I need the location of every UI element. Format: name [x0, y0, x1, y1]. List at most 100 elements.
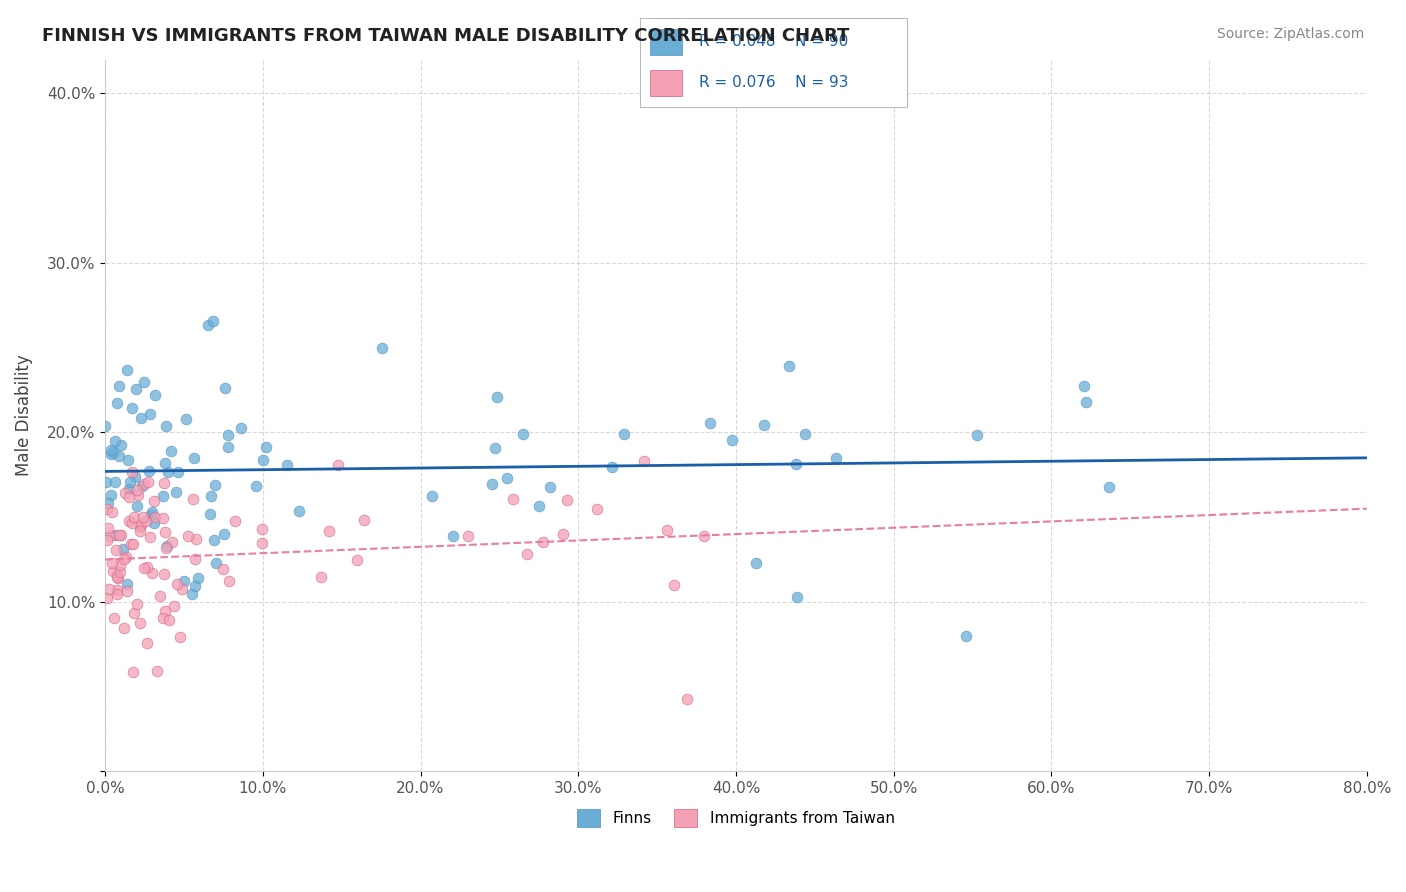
Point [139, 508, 162, 522]
Point [217, 440, 239, 454]
Point [101, 556, 124, 570]
Point [183, 450, 205, 465]
Point [105, 528, 128, 542]
Point [96, 475, 118, 489]
Point [600, 459, 623, 474]
Point [121, 516, 143, 530]
Point [97, 495, 120, 509]
Point [127, 488, 149, 502]
Point [197, 318, 219, 332]
Point [98, 529, 121, 543]
Point [104, 543, 127, 558]
Point [131, 479, 153, 493]
Point [512, 426, 534, 441]
Point [551, 527, 574, 541]
Point [752, 418, 775, 433]
Point [527, 499, 550, 513]
Point [138, 464, 160, 478]
Point [153, 475, 176, 490]
Text: FINNISH VS IMMIGRANTS FROM TAIWAN MALE DISABILITY CORRELATION CHART: FINNISH VS IMMIGRANTS FROM TAIWAN MALE D… [42, 27, 849, 45]
Point [104, 475, 127, 489]
Point [110, 438, 132, 452]
Point [229, 420, 252, 434]
Point [105, 587, 128, 601]
Point [110, 528, 132, 542]
Point [125, 500, 148, 514]
Point [245, 478, 267, 492]
Point [141, 505, 163, 519]
Point [693, 528, 716, 542]
Point [120, 537, 142, 551]
Point [108, 379, 131, 393]
Point [146, 665, 169, 679]
Point [108, 449, 131, 463]
Point [149, 590, 172, 604]
Point [152, 510, 174, 524]
Point [107, 582, 129, 597]
Point [157, 613, 180, 627]
Point [699, 416, 721, 430]
Point [187, 571, 209, 585]
Point [132, 561, 155, 575]
Point [152, 610, 174, 624]
Point [160, 535, 183, 549]
Point [143, 509, 166, 524]
Point [214, 381, 236, 395]
Point [129, 524, 152, 538]
Text: R = 0.048    N = 90: R = 0.048 N = 90 [699, 35, 848, 49]
Point [97, 582, 120, 596]
Point [955, 629, 977, 643]
Point [457, 529, 479, 543]
Point [309, 570, 332, 584]
Point [122, 510, 145, 524]
Point [121, 665, 143, 680]
Point [117, 363, 139, 377]
Point [664, 577, 686, 591]
Point [287, 504, 309, 518]
Point [125, 382, 148, 396]
Point [531, 535, 554, 549]
Point [115, 577, 138, 591]
Point [118, 490, 141, 504]
Point [633, 453, 655, 467]
Point [721, 433, 744, 447]
Point [96, 533, 118, 547]
Point [118, 475, 141, 489]
Point [129, 517, 152, 532]
Point [121, 465, 143, 479]
Point [94, 419, 117, 434]
Point [141, 566, 163, 581]
Point [114, 486, 136, 500]
Point [143, 516, 166, 530]
Point [586, 502, 609, 516]
Point [250, 536, 273, 550]
Point [212, 562, 235, 576]
Point [966, 428, 988, 442]
Point [793, 426, 815, 441]
Point [205, 557, 228, 571]
Point [252, 522, 274, 536]
Point [181, 587, 204, 601]
Point [346, 553, 368, 567]
Point [177, 529, 200, 543]
Point [744, 556, 766, 570]
Point [118, 515, 141, 529]
Point [655, 523, 678, 537]
Point [217, 428, 239, 442]
Point [127, 597, 149, 611]
Point [557, 492, 579, 507]
Point [155, 419, 177, 434]
Point [1074, 395, 1097, 409]
Point [167, 465, 190, 479]
Point [676, 692, 699, 706]
Point [153, 456, 176, 470]
Point [318, 524, 340, 538]
Point [142, 494, 165, 508]
Point [128, 615, 150, 630]
Point [202, 314, 225, 328]
Point [326, 458, 349, 473]
Point [441, 529, 464, 543]
Point [124, 470, 146, 484]
Point [100, 442, 122, 457]
Y-axis label: Male Disability: Male Disability [15, 355, 32, 476]
